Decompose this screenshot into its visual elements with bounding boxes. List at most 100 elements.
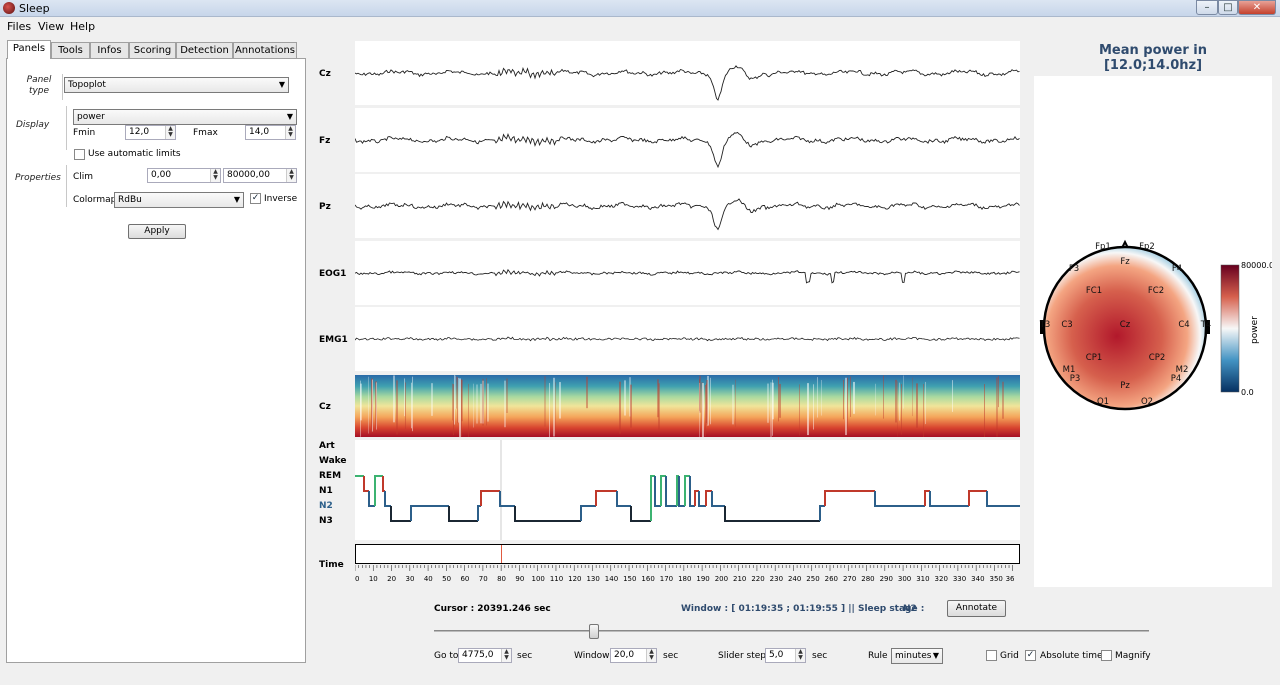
spectrogram-streak — [767, 383, 769, 423]
spectrogram-streak — [411, 382, 412, 429]
spectrogram[interactable] — [355, 375, 1020, 437]
fmax-input[interactable]: 14,0 ▲ ▼ — [245, 125, 296, 140]
time-tick-label: 280 — [861, 575, 874, 583]
display-select[interactable]: power ▼ — [73, 109, 297, 125]
signal-cz[interactable] — [355, 41, 1020, 105]
hypnogram[interactable] — [355, 440, 1020, 540]
colorbar-max-label: 80000.0 — [1241, 261, 1272, 270]
display-label: Display — [16, 120, 50, 130]
spectrogram-streak — [850, 376, 851, 417]
hypnogram-segment — [368, 491, 375, 507]
channel-label-eog1: EOG1 — [319, 269, 347, 279]
tab-annotations[interactable]: Annotations — [233, 42, 297, 58]
spectrogram-streak — [1002, 381, 1004, 419]
spectrogram-streak — [996, 377, 998, 437]
divider — [66, 165, 67, 207]
spin-arrows-icon[interactable]: ▲ ▼ — [501, 649, 511, 662]
hypno-label-rem: REM — [319, 471, 342, 481]
menu-files[interactable]: Files — [7, 20, 32, 33]
spin-arrows-icon[interactable]: ▲ ▼ — [795, 649, 805, 662]
magnify-checkbox[interactable] — [1101, 650, 1112, 661]
tab-panels[interactable]: Panels — [7, 40, 51, 59]
time-tick-label: 40 — [424, 575, 433, 583]
cursor-readout: Cursor : 20391.246 sec — [434, 604, 551, 614]
signal-eog1[interactable] — [355, 241, 1020, 305]
time-tick-label: 110 — [550, 575, 563, 583]
window-input[interactable]: 20,0 ▲ ▼ — [610, 648, 657, 663]
spectrogram-label: Cz — [319, 402, 331, 412]
slider-step-unit: sec — [812, 651, 828, 661]
auto-limits-checkbox[interactable] — [74, 149, 85, 160]
hypnogram-segment — [824, 490, 875, 506]
spectrogram-streak — [817, 377, 818, 418]
fmin-input[interactable]: 12,0 ▲ ▼ — [125, 125, 176, 140]
topoplot-title-line2: [12.0;14.0hz] — [1103, 58, 1203, 73]
colorbar — [1220, 264, 1240, 393]
window-title: Sleep — [19, 2, 50, 15]
inverse-checkbox[interactable]: ✓ — [250, 193, 261, 204]
spectrogram-streak — [843, 379, 844, 420]
absolute-time-label: Absolute time — [1040, 651, 1103, 661]
topoplot-head — [1042, 245, 1208, 411]
spectrogram-streak — [629, 377, 631, 417]
spectrogram-streak — [699, 379, 700, 411]
spectrogram-streak — [799, 384, 800, 436]
hypnogram-segment — [410, 505, 449, 521]
time-tick-label: 250 — [806, 575, 819, 583]
tab-tools[interactable]: Tools — [51, 42, 90, 58]
signal-emg1[interactable] — [355, 307, 1020, 371]
goto-input[interactable]: 4775,0 ▲ ▼ — [458, 648, 512, 663]
spectrogram-streak — [952, 380, 953, 412]
panel-type-select[interactable]: Topoplot ▼ — [64, 77, 289, 93]
time-navigation-bar[interactable] — [355, 544, 1020, 564]
time-slider-track[interactable] — [434, 630, 1149, 632]
close-button[interactable]: ✕ — [1238, 0, 1276, 15]
clim-max-input[interactable]: 80000,00 ▲ ▼ — [223, 168, 297, 183]
minimize-button[interactable]: – — [1196, 0, 1218, 15]
time-tick-label: 320 — [935, 575, 948, 583]
absolute-time-checkbox[interactable]: ✓ — [1025, 650, 1036, 661]
spectrogram-streak — [847, 377, 848, 432]
signal-fz[interactable] — [355, 108, 1020, 172]
hypnogram-segment — [654, 476, 661, 507]
tab-scoring[interactable]: Scoring — [129, 42, 176, 58]
colormap-select[interactable]: RdBu ▼ — [114, 192, 244, 208]
hypnogram-segment — [595, 490, 617, 506]
annotate-button[interactable]: Annotate — [947, 600, 1006, 617]
topoplot-title: Mean power in [12.0;14.0hz] — [1034, 43, 1272, 73]
apply-button[interactable]: Apply — [128, 224, 186, 239]
tab-infos[interactable]: Infos — [90, 42, 129, 58]
spin-arrows-icon[interactable]: ▲ ▼ — [210, 169, 220, 182]
spin-arrows-icon[interactable]: ▲ ▼ — [165, 126, 175, 139]
time-slider-handle[interactable] — [589, 624, 599, 639]
electrode-label-fc2: FC2 — [1148, 286, 1164, 296]
maximize-button[interactable]: □ — [1218, 0, 1238, 15]
fmax-label: Fmax — [193, 128, 218, 138]
spectrogram-streak — [405, 382, 406, 430]
grid-checkbox[interactable] — [986, 650, 997, 661]
signal-pz[interactable] — [355, 174, 1020, 238]
tab-detection[interactable]: Detection — [176, 42, 233, 58]
hypnogram-segment — [711, 491, 725, 507]
slider-step-input[interactable]: 5,0 ▲ ▼ — [765, 648, 806, 663]
rule-select[interactable]: minutes ▼ — [891, 648, 943, 664]
hypnogram-segment — [477, 505, 481, 521]
spectrogram-streak — [778, 377, 779, 422]
spectrogram-streak — [453, 384, 454, 436]
panel-type-label-1: Panel — [26, 75, 52, 85]
spin-arrows-icon[interactable]: ▲ ▼ — [646, 649, 656, 662]
spin-arrows-icon[interactable]: ▲ ▼ — [286, 169, 296, 182]
spectrogram-streak — [925, 381, 926, 425]
time-axis: 0 10 20 30 40 50 60 70 80 90 100 110 120 130 140 150 160… — [355, 565, 1015, 583]
spectrogram-streak — [458, 377, 459, 423]
electrode-label-m2: M2 — [1176, 365, 1189, 375]
clim-min-input[interactable]: 0,00 ▲ ▼ — [147, 168, 221, 183]
goto-unit: sec — [517, 651, 533, 661]
chevron-down-icon: ▼ — [286, 112, 293, 121]
menu-help[interactable]: Help — [70, 20, 96, 33]
spin-arrows-icon[interactable]: ▲ ▼ — [285, 126, 295, 139]
spectrogram-streak — [912, 377, 913, 417]
spectrogram-streak — [461, 379, 463, 422]
menu-view[interactable]: View — [38, 20, 65, 33]
